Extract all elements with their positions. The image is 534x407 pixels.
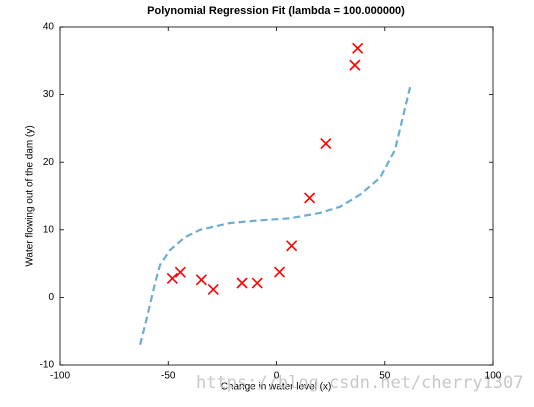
data-point [195,274,207,286]
x-tick-label: -50 [161,371,176,382]
y-tick-label: 0 [48,292,54,303]
data-point [349,59,361,71]
y-tick-label: 10 [43,224,55,235]
x-tick-label: 0 [274,371,280,382]
data-point [286,240,298,252]
y-axis-label: Water flowing out of the dam (y) [25,125,36,266]
data-point [273,266,286,278]
data-point [236,277,248,289]
y-tick-label: 20 [43,157,55,168]
data-point [251,277,263,289]
watermark: https://blog.csdn.net/cherry1307 [196,373,524,393]
data-point [207,283,219,296]
y-tick-label: -10 [40,360,55,371]
y-tick-label: 30 [43,89,55,100]
fit-line [139,86,412,345]
data-point [352,42,364,54]
x-tick-label: 100 [485,371,502,382]
x-tick-label: -100 [50,371,70,382]
chart-title: Polynomial Regression Fit (lambda = 100.… [147,5,405,17]
data-point [174,266,186,278]
y-tick-label: 40 [43,22,55,33]
data-point [166,272,178,284]
x-axis-label: Change in water level (x) [221,382,332,393]
x-tick-label: 50 [379,371,391,382]
data-point [304,192,316,204]
data-point [320,138,332,150]
